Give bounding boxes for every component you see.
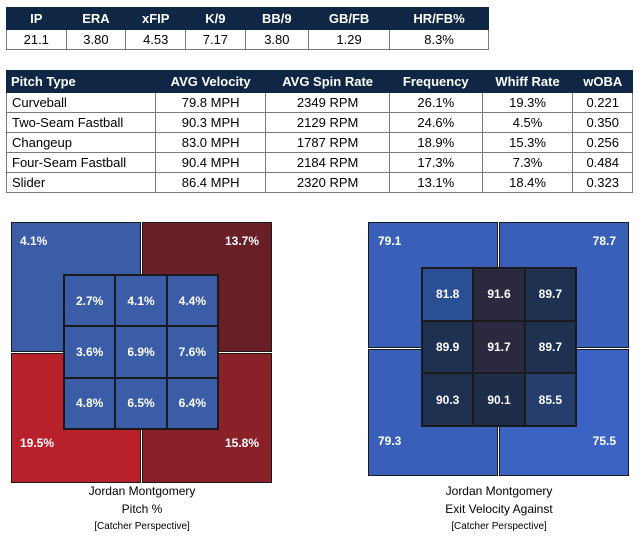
avg-velocity-cell: 86.4 MPH bbox=[154, 172, 267, 193]
zone-cell: 6.5% bbox=[115, 377, 167, 429]
pitch-type-cell: Curveball bbox=[6, 92, 156, 113]
quadrant-label-bottom-left: 19.5% bbox=[20, 436, 55, 450]
quadrant-label-top-right: 78.7 bbox=[592, 234, 616, 248]
frequency-cell: 24.6% bbox=[388, 112, 483, 133]
exit-velocity-zone-chart: 79.1 78.7 79.3 75.5 81.8 91.6 89.7 89.9 91.7… bbox=[368, 222, 630, 476]
quadrant-label-bottom-left: 79.3 bbox=[378, 434, 402, 448]
pitcher-name: Jordan Montgomery bbox=[88, 484, 196, 498]
avg-spin-rate-cell: 2320 RPM bbox=[265, 172, 390, 193]
col-pitch-type: Pitch Type bbox=[6, 70, 156, 93]
perspective-label: [Catcher Perspective] bbox=[451, 521, 547, 532]
pitch-row: Four-Seam Fastball 90.4 MPH 2184 RPM 17.3% 7… bbox=[6, 152, 633, 173]
woba-cell: 0.484 bbox=[572, 152, 633, 173]
pitch-type-cell: Two-Seam Fastball bbox=[6, 112, 156, 133]
col-whiff-rate: Whiff Rate bbox=[481, 70, 574, 93]
col-xfip: xFIP bbox=[125, 7, 187, 30]
zone-cell: 3.6% bbox=[64, 326, 116, 378]
zone-cell: 6.9% bbox=[115, 326, 167, 378]
col-frequency: Frequency bbox=[388, 70, 483, 93]
avg-spin-rate-cell: 2184 RPM bbox=[265, 152, 390, 173]
value-ip: 21.1 bbox=[6, 29, 67, 50]
pitch-percent-caption: Jordan Montgomery Pitch % [Catcher Persp… bbox=[12, 482, 272, 536]
strike-zone-grid: 81.8 91.6 89.7 89.9 91.7 89.7 90.3 90.1 85.5 bbox=[421, 267, 577, 427]
col-avg-spin-rate: AVG Spin Rate bbox=[265, 70, 390, 93]
pitch-type-cell: Four-Seam Fastball bbox=[6, 152, 156, 173]
zone-cell: 4.8% bbox=[64, 377, 116, 429]
quadrant-label-bottom-right: 15.8% bbox=[224, 436, 259, 450]
pitch-type-cell: Changeup bbox=[6, 132, 156, 153]
woba-cell: 0.221 bbox=[572, 92, 633, 113]
zone-cell: 6.4% bbox=[166, 377, 218, 429]
col-avg-velocity: AVG Velocity bbox=[154, 70, 267, 93]
frequency-cell: 17.3% bbox=[388, 152, 483, 173]
pitch-row: Changeup 83.0 MPH 1787 RPM 18.9% 15.3% 0.256 bbox=[6, 132, 633, 153]
zone-cell: 81.8 bbox=[422, 268, 474, 321]
zone-cell: 90.1 bbox=[473, 373, 525, 426]
woba-cell: 0.350 bbox=[572, 112, 633, 133]
perspective-label: [Catcher Perspective] bbox=[94, 521, 190, 532]
avg-velocity-cell: 79.8 MPH bbox=[154, 92, 267, 113]
zone-cell: 91.6 bbox=[473, 268, 525, 321]
pitch-header-row: Pitch Type AVG Velocity AVG Spin Rate Fr… bbox=[6, 70, 633, 93]
whiff-rate-cell: 18.4% bbox=[481, 172, 574, 193]
exit-velocity-caption: Jordan Montgomery Exit Velocity Against … bbox=[369, 482, 629, 536]
value-k9: 7.17 bbox=[185, 29, 246, 50]
frequency-cell: 26.1% bbox=[388, 92, 483, 113]
value-hrfb: 8.3% bbox=[389, 29, 489, 50]
strike-zone-grid: 2.7% 4.1% 4.4% 3.6% 6.9% 7.6% 4.8% 6.5% 6.4% bbox=[63, 274, 219, 430]
zone-cell: 89.9 bbox=[422, 320, 474, 374]
zone-cell: 85.5 bbox=[524, 373, 576, 426]
col-era: ERA bbox=[65, 7, 127, 30]
value-gbfb: 1.29 bbox=[308, 29, 391, 50]
pitch-row: Two-Seam Fastball 90.3 MPH 2129 RPM 24.6% 4.… bbox=[6, 112, 633, 133]
quadrant-label-top-left: 79.1 bbox=[378, 234, 402, 248]
zone-cell: 89.7 bbox=[524, 320, 576, 374]
frequency-cell: 18.9% bbox=[388, 132, 483, 153]
zone-cell: 90.3 bbox=[422, 373, 474, 426]
col-ip: IP bbox=[6, 7, 67, 30]
avg-spin-rate-cell: 1787 RPM bbox=[265, 132, 390, 153]
zone-cell: 91.7 bbox=[473, 320, 525, 374]
pitch-percent-zone-chart: 4.1% 13.7% 19.5% 15.8% 2.7% 4.1% 4.4% 3.6% 6… bbox=[11, 222, 273, 484]
metric-label: Pitch % bbox=[121, 502, 163, 516]
whiff-rate-cell: 7.3% bbox=[481, 152, 574, 173]
zone-cell: 89.7 bbox=[524, 268, 576, 321]
whiff-rate-cell: 4.5% bbox=[481, 112, 574, 133]
pitch-type-table: Pitch Type AVG Velocity AVG Spin Rate Fr… bbox=[6, 70, 633, 193]
quadrant-label-top-left: 4.1% bbox=[20, 234, 48, 248]
zone-cell: 4.1% bbox=[115, 275, 167, 327]
col-bb9: BB/9 bbox=[244, 7, 310, 30]
avg-velocity-cell: 90.4 MPH bbox=[154, 152, 267, 173]
avg-spin-rate-cell: 2349 RPM bbox=[265, 92, 390, 113]
pitch-type-cell: Slider bbox=[6, 172, 156, 193]
summary-values-row: 21.1 3.80 4.53 7.17 3.80 1.29 8.3% bbox=[6, 29, 489, 50]
col-hrfb: HR/FB% bbox=[389, 7, 489, 30]
avg-spin-rate-cell: 2129 RPM bbox=[265, 112, 390, 133]
zone-cell: 4.4% bbox=[166, 275, 218, 327]
avg-velocity-cell: 90.3 MPH bbox=[154, 112, 267, 133]
quadrant-label-bottom-right: 75.5 bbox=[592, 434, 616, 448]
whiff-rate-cell: 15.3% bbox=[481, 132, 574, 153]
pitcher-name: Jordan Montgomery bbox=[445, 484, 553, 498]
col-k9: K/9 bbox=[185, 7, 246, 30]
col-woba: wOBA bbox=[572, 70, 633, 93]
pitch-row: Slider 86.4 MPH 2320 RPM 13.1% 18.4% 0.323 bbox=[6, 172, 633, 193]
zone-cell: 7.6% bbox=[166, 326, 218, 378]
col-gbfb: GB/FB bbox=[308, 7, 391, 30]
woba-cell: 0.323 bbox=[572, 172, 633, 193]
pitch-row: Curveball 79.8 MPH 2349 RPM 26.1% 19.3% 0.221 bbox=[6, 92, 633, 113]
frequency-cell: 13.1% bbox=[388, 172, 483, 193]
zone-cell: 2.7% bbox=[64, 275, 116, 327]
woba-cell: 0.256 bbox=[572, 132, 633, 153]
metric-label: Exit Velocity Against bbox=[445, 502, 553, 516]
whiff-rate-cell: 19.3% bbox=[481, 92, 574, 113]
summary-stats-table: IP ERA xFIP K/9 BB/9 GB/FB HR/FB% 21.1 3… bbox=[6, 7, 489, 50]
quadrant-label-top-right: 13.7% bbox=[224, 234, 259, 248]
value-bb9: 3.80 bbox=[244, 29, 310, 50]
avg-velocity-cell: 83.0 MPH bbox=[154, 132, 267, 153]
value-xfip: 4.53 bbox=[125, 29, 187, 50]
value-era: 3.80 bbox=[65, 29, 127, 50]
summary-header-row: IP ERA xFIP K/9 BB/9 GB/FB HR/FB% bbox=[6, 7, 489, 30]
